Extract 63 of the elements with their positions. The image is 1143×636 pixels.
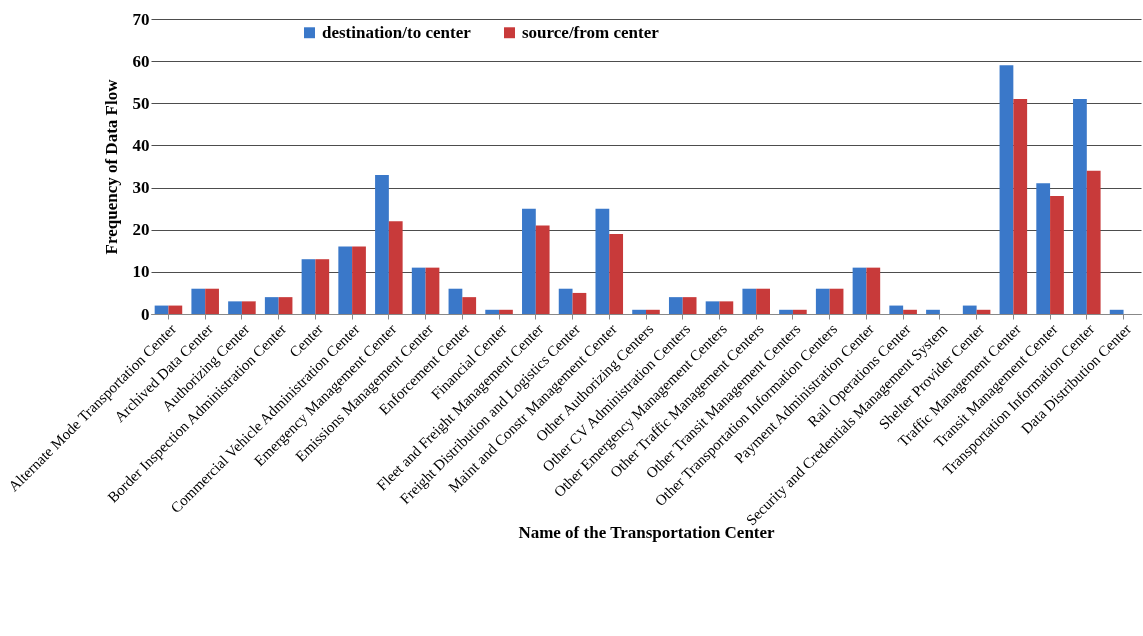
bar <box>535 225 550 314</box>
bar <box>815 288 830 314</box>
y-tick-label: 0 <box>141 304 150 324</box>
y-tick-label: 60 <box>132 51 150 71</box>
bar <box>425 267 440 314</box>
bar <box>485 309 500 314</box>
bar <box>926 309 940 314</box>
bar <box>609 233 624 314</box>
bar <box>499 309 513 314</box>
bar <box>388 221 403 314</box>
bar <box>668 297 683 314</box>
bar <box>462 297 477 314</box>
bar <box>976 309 991 314</box>
bar <box>1086 170 1101 314</box>
bar <box>278 297 293 314</box>
bar <box>756 288 770 314</box>
bar <box>205 288 219 314</box>
bar <box>792 309 807 314</box>
bar <box>1073 99 1087 314</box>
bar <box>1109 309 1124 314</box>
bar <box>411 267 426 314</box>
legend-label: destination/to center <box>322 22 472 42</box>
bar <box>522 208 536 314</box>
bar <box>852 267 867 314</box>
y-tick-label: 50 <box>132 93 150 113</box>
y-tick-label: 10 <box>132 262 150 282</box>
bar <box>999 65 1014 314</box>
bar <box>168 305 183 314</box>
bar <box>375 174 389 314</box>
y-tick-label: 70 <box>132 9 150 29</box>
bar <box>719 301 734 314</box>
bar <box>903 309 917 314</box>
bar <box>705 301 720 314</box>
bar <box>301 259 316 314</box>
y-tick-label: 30 <box>132 178 150 198</box>
bar <box>315 259 330 314</box>
y-tick-label: 20 <box>132 220 150 240</box>
bar <box>779 309 793 314</box>
bar <box>646 309 660 314</box>
bar <box>962 305 977 314</box>
bar <box>558 288 573 314</box>
bar <box>595 208 610 314</box>
bar <box>241 301 256 314</box>
bar <box>264 297 279 314</box>
y-tick-label: 40 <box>132 135 150 155</box>
bar <box>889 305 904 314</box>
bar <box>1050 196 1064 314</box>
bar <box>338 246 353 314</box>
bar <box>191 288 206 314</box>
bar <box>632 309 646 314</box>
bar <box>1013 99 1028 314</box>
bar <box>866 267 881 314</box>
bar <box>572 292 587 314</box>
bar <box>448 288 463 314</box>
bar <box>154 305 169 314</box>
bar <box>682 297 697 314</box>
bar <box>228 301 242 314</box>
bar <box>1036 183 1051 314</box>
bar <box>829 288 844 314</box>
bar <box>742 288 757 314</box>
bar <box>352 246 366 314</box>
legend-label: source/from center <box>522 22 660 42</box>
y-axis-title: Frequency of Data Flow <box>101 78 121 255</box>
